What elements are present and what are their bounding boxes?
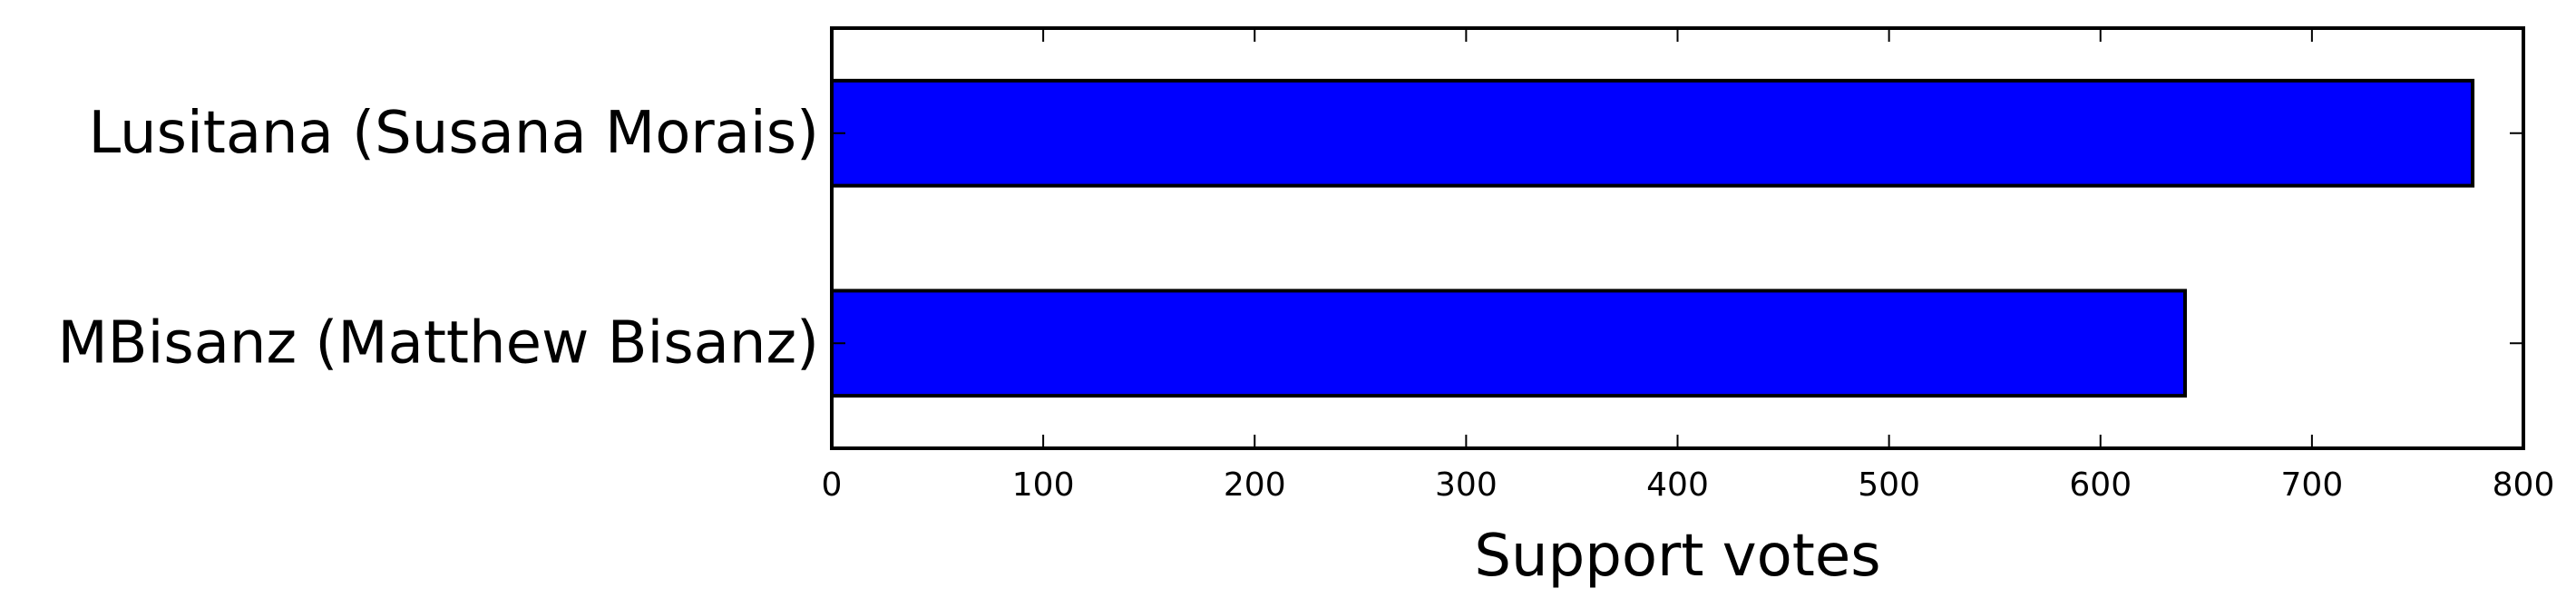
- x-tick-label-3: 300: [1435, 466, 1498, 504]
- x-tick-label-1: 100: [1012, 466, 1075, 504]
- x-tick-label-8: 800: [2493, 466, 2555, 504]
- bars-group: [830, 78, 2475, 398]
- labels-group: Lusitana (Susana Morais) MBisanz (Matthew…: [57, 100, 2554, 504]
- bar-0: [830, 78, 2475, 188]
- x-tick-label-5: 500: [1858, 466, 1920, 504]
- x-tick-label-0: 0: [822, 466, 843, 504]
- x-tick-label-7: 700: [2281, 466, 2344, 504]
- x-axis-label: Support votes: [1474, 523, 1880, 590]
- x-tick-label-4: 400: [1646, 466, 1709, 504]
- y-tick-label-0: Lusitana (Susana Morais): [89, 100, 820, 167]
- x-tick-label-2: 200: [1224, 466, 1286, 504]
- y-tick-label-1: MBisanz (Matthew Bisanz): [57, 309, 819, 377]
- x-tick-label-6: 600: [2069, 466, 2132, 504]
- ticks-group: [831, 28, 2524, 448]
- bar-1: [830, 289, 2187, 398]
